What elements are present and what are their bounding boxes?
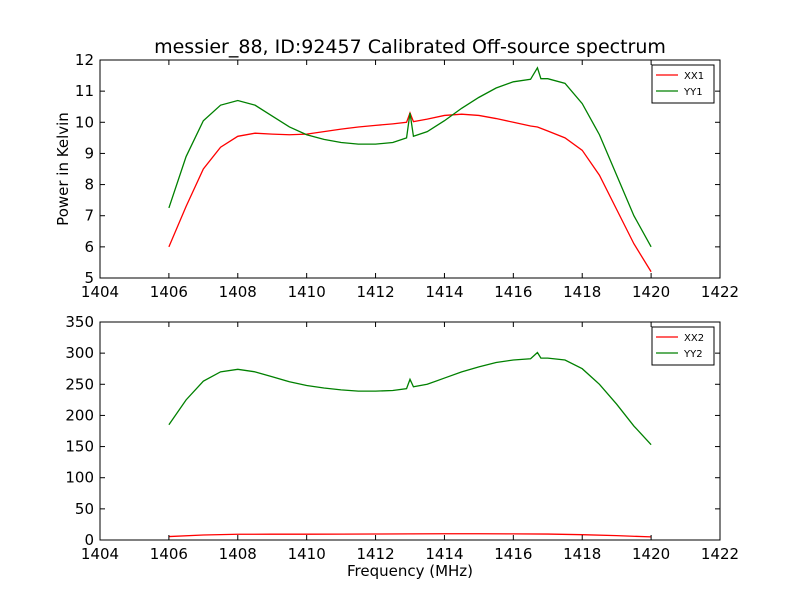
x-tick-label: 1408: [219, 283, 257, 301]
x-tick-label: 1416: [494, 283, 532, 301]
y-tick-label: 100: [65, 469, 94, 487]
x-tick-label: 1420: [632, 545, 670, 563]
y-tick-label: 7: [84, 207, 94, 225]
x-tick-label: 1418: [563, 545, 601, 563]
x-tick-label: 1416: [494, 545, 532, 563]
y-tick-label: 250: [65, 375, 94, 393]
x-tick-label: 1418: [563, 283, 601, 301]
y-axis-label: Power in Kelvin: [54, 112, 72, 226]
y-tick-label: 300: [65, 344, 94, 362]
axes-frame: [99, 59, 721, 279]
x-tick-label: 1406: [150, 545, 188, 563]
y-tick-label: 5: [84, 269, 94, 287]
chart-title: messier_88, ID:92457 Calibrated Off-sour…: [154, 36, 666, 58]
legend-label-yy1: YY1: [683, 87, 703, 98]
x-tick-label: 1414: [425, 545, 463, 563]
chart-bottom: 1404 1406 1408 1410 1412 1414 1416 1418 1420 1422…: [65, 313, 739, 580]
y-tick-label: 8: [84, 176, 94, 194]
legend-label-yy2: YY2: [683, 349, 703, 360]
x-tick-label: 1410: [288, 283, 326, 301]
axes-frame: [99, 321, 721, 541]
x-tick-label: 1422: [701, 545, 739, 563]
x-tick-label: 1412: [356, 283, 394, 301]
y-tick-label: 11: [75, 82, 94, 100]
series-line-yy1: [168, 66, 652, 248]
x-tick-label: 1410: [288, 545, 326, 563]
x-tick-label: 1404: [81, 545, 119, 563]
x-tick-label: 1408: [219, 545, 257, 563]
series-line-xx2: [168, 533, 652, 538]
x-axis-label: Frequency (MHz): [347, 562, 473, 580]
y-tick-label: 6: [84, 238, 94, 256]
y-tick-label: 12: [75, 51, 94, 69]
legend-box: [651, 326, 715, 366]
x-tick-label: 1420: [632, 283, 670, 301]
legend-label-xx1: XX1: [684, 71, 704, 82]
x-tick-label: 1414: [425, 283, 463, 301]
x-tick-label: 1406: [150, 283, 188, 301]
x-tick-label: 1422: [701, 283, 739, 301]
y-tick-label: 200: [65, 406, 94, 424]
legend-box: [651, 64, 715, 104]
y-tick-label: 0: [84, 531, 94, 549]
chart-top: 1404 1406 1408 1410 1412 1414 1416 1418 1420 1422…: [54, 51, 739, 301]
y-tick-label: 350: [65, 313, 94, 331]
y-tick-label: 50: [75, 500, 94, 518]
x-tick-label: 1404: [81, 283, 119, 301]
y-tick-label: 150: [65, 438, 94, 456]
y-tick-label: 10: [75, 113, 94, 131]
series-line-xx1: [168, 111, 652, 273]
y-tick-label: 9: [84, 144, 94, 162]
legend-label-xx2: XX2: [684, 333, 704, 344]
x-tick-label: 1412: [356, 545, 394, 563]
series-line-yy2: [168, 351, 652, 446]
